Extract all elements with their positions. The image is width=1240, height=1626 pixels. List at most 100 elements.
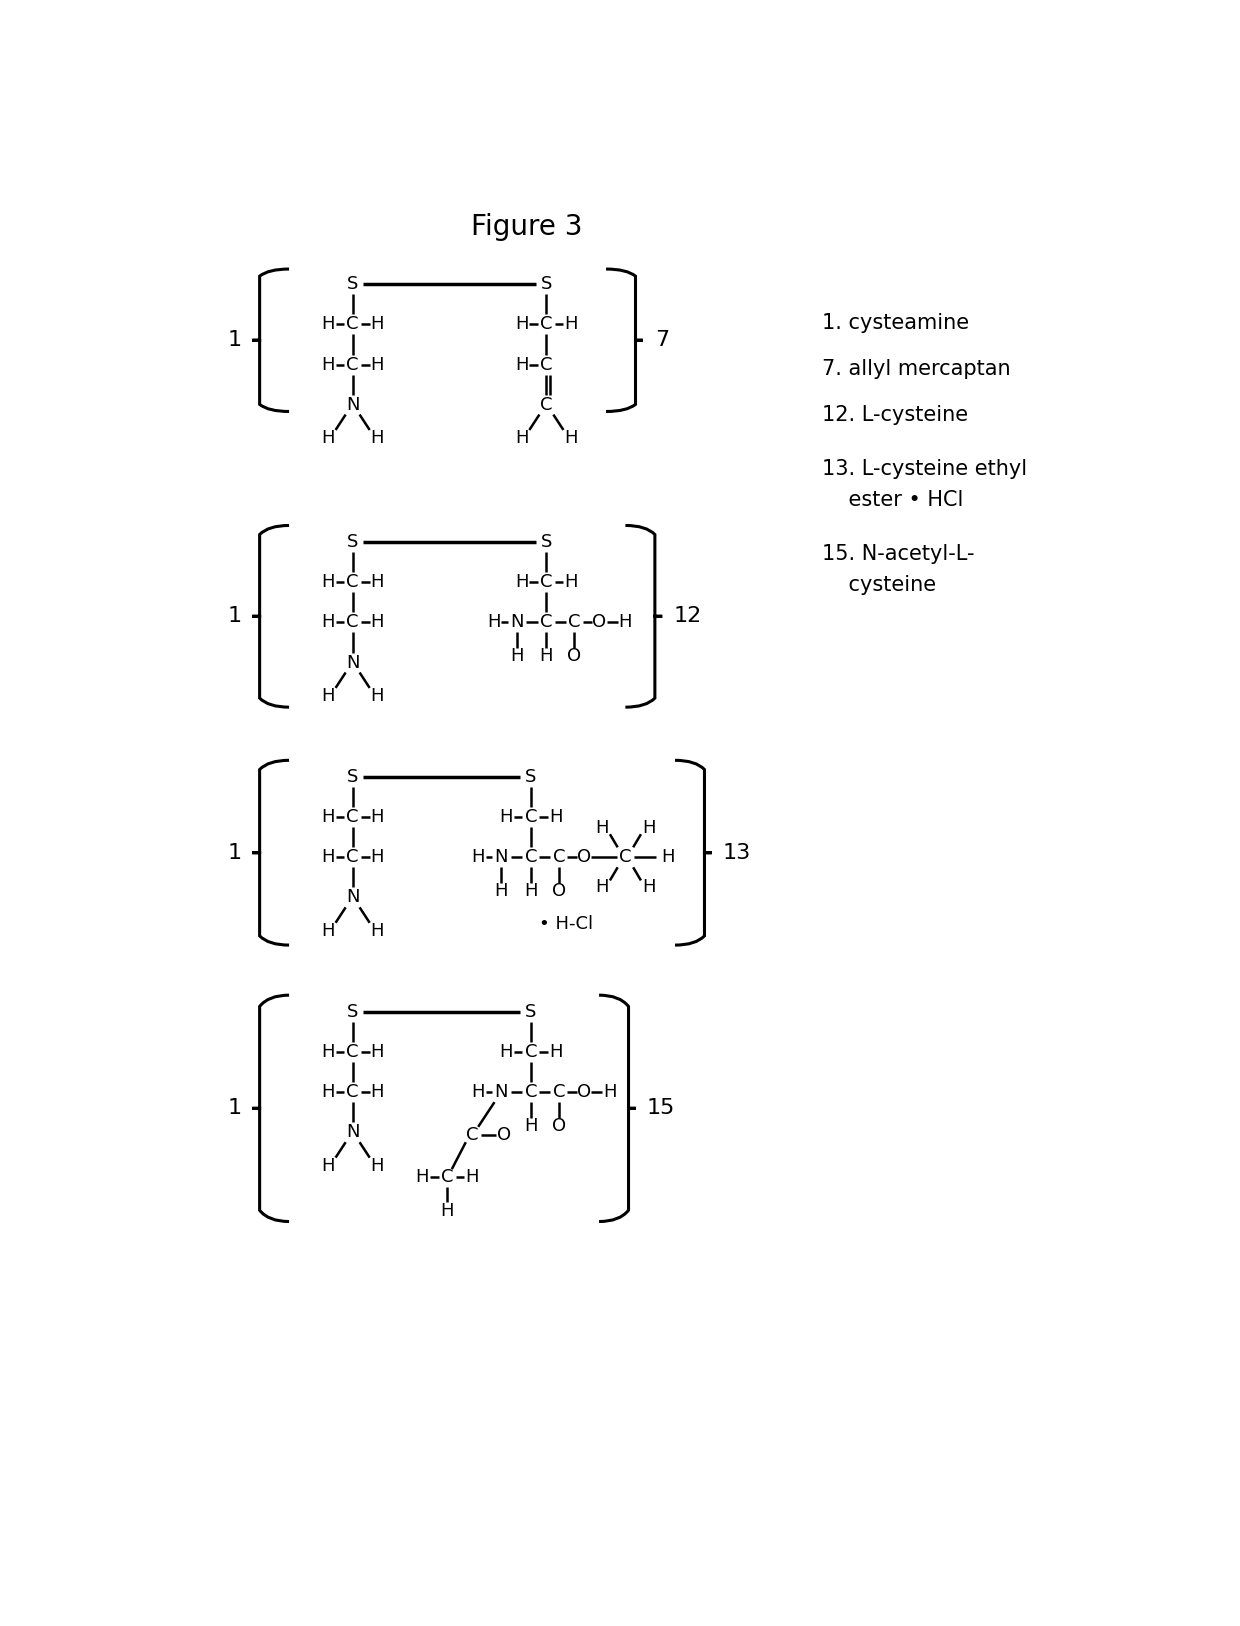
Text: H: H — [371, 808, 384, 826]
Text: H: H — [440, 1202, 454, 1220]
Text: C: C — [525, 1044, 537, 1062]
Text: C: C — [346, 315, 358, 333]
Text: 1: 1 — [228, 330, 242, 350]
Text: H: H — [564, 429, 578, 447]
Text: H: H — [321, 315, 335, 333]
Text: C: C — [346, 574, 358, 592]
Text: H: H — [595, 878, 609, 896]
Text: C: C — [553, 1083, 565, 1101]
Text: H: H — [471, 849, 485, 867]
Text: 12: 12 — [673, 606, 702, 626]
Text: H: H — [515, 315, 528, 333]
Text: 15. N-acetyl-L-: 15. N-acetyl-L- — [821, 545, 973, 564]
Text: C: C — [346, 808, 358, 826]
Text: N: N — [346, 654, 360, 672]
Text: H: H — [321, 429, 335, 447]
Text: O: O — [567, 647, 582, 665]
Text: C: C — [441, 1167, 454, 1185]
Text: O: O — [577, 849, 590, 867]
Text: 1: 1 — [228, 1098, 242, 1119]
Text: 15: 15 — [647, 1098, 676, 1119]
Text: S: S — [541, 533, 552, 551]
Text: H: H — [371, 1044, 384, 1062]
Text: O: O — [552, 1117, 565, 1135]
Text: C: C — [541, 613, 553, 631]
Text: H: H — [321, 613, 335, 631]
Text: C: C — [346, 613, 358, 631]
Text: N: N — [495, 1083, 508, 1101]
Text: H: H — [525, 883, 538, 901]
Text: S: S — [347, 533, 358, 551]
Text: O: O — [552, 883, 565, 901]
Text: N: N — [346, 888, 360, 906]
Text: cysteine: cysteine — [821, 574, 936, 595]
Text: H: H — [603, 1083, 616, 1101]
Text: N: N — [346, 1124, 360, 1141]
Text: S: S — [541, 275, 552, 293]
Text: H: H — [321, 574, 335, 592]
Text: 1: 1 — [228, 606, 242, 626]
Text: N: N — [346, 395, 360, 413]
Text: C: C — [553, 849, 565, 867]
Text: S: S — [526, 767, 537, 787]
Text: H: H — [500, 1044, 513, 1062]
Text: O: O — [591, 613, 606, 631]
Text: C: C — [541, 574, 553, 592]
Text: C: C — [568, 613, 580, 631]
Text: H: H — [661, 849, 675, 867]
Text: H: H — [549, 808, 563, 826]
Text: C: C — [541, 395, 553, 413]
Text: H: H — [371, 356, 384, 374]
Text: S: S — [347, 275, 358, 293]
Text: 12. L-cysteine: 12. L-cysteine — [821, 405, 967, 426]
Text: H: H — [371, 613, 384, 631]
Text: C: C — [346, 1083, 358, 1101]
Text: H: H — [525, 1117, 538, 1135]
Text: H: H — [371, 922, 384, 940]
Text: C: C — [346, 1044, 358, 1062]
Text: N: N — [510, 613, 523, 631]
Text: 7. allyl mercaptan: 7. allyl mercaptan — [821, 359, 1011, 379]
Text: H: H — [619, 613, 632, 631]
Text: S: S — [526, 1003, 537, 1021]
Text: O: O — [577, 1083, 590, 1101]
Text: C: C — [525, 808, 537, 826]
Text: H: H — [371, 315, 384, 333]
Text: C: C — [541, 315, 553, 333]
Text: H: H — [321, 356, 335, 374]
Text: H: H — [371, 429, 384, 447]
Text: 13. L-cysteine ethyl: 13. L-cysteine ethyl — [821, 459, 1027, 480]
Text: S: S — [347, 767, 358, 787]
Text: 1: 1 — [228, 842, 242, 863]
Text: H: H — [487, 613, 501, 631]
Text: H: H — [321, 808, 335, 826]
Text: H: H — [549, 1044, 563, 1062]
Text: H: H — [500, 808, 513, 826]
Text: N: N — [495, 849, 508, 867]
Text: C: C — [525, 1083, 537, 1101]
Text: H: H — [415, 1167, 429, 1185]
Text: 1. cysteamine: 1. cysteamine — [821, 312, 968, 333]
Text: H: H — [371, 1158, 384, 1176]
Text: H: H — [371, 849, 384, 867]
Text: H: H — [564, 574, 578, 592]
Text: H: H — [515, 429, 528, 447]
Text: H: H — [321, 849, 335, 867]
Text: C: C — [525, 849, 537, 867]
Text: H: H — [642, 878, 656, 896]
Text: H: H — [321, 1083, 335, 1101]
Text: H: H — [371, 1083, 384, 1101]
Text: 7: 7 — [656, 330, 670, 350]
Text: H: H — [495, 883, 508, 901]
Text: H: H — [564, 315, 578, 333]
Text: H: H — [471, 1083, 485, 1101]
Text: C: C — [619, 849, 631, 867]
Text: H: H — [321, 688, 335, 706]
Text: H: H — [371, 574, 384, 592]
Text: H: H — [510, 647, 523, 665]
Text: C: C — [346, 849, 358, 867]
Text: C: C — [346, 356, 358, 374]
Text: C: C — [541, 356, 553, 374]
Text: H: H — [465, 1167, 479, 1185]
Text: ester • HCl: ester • HCl — [821, 489, 963, 511]
